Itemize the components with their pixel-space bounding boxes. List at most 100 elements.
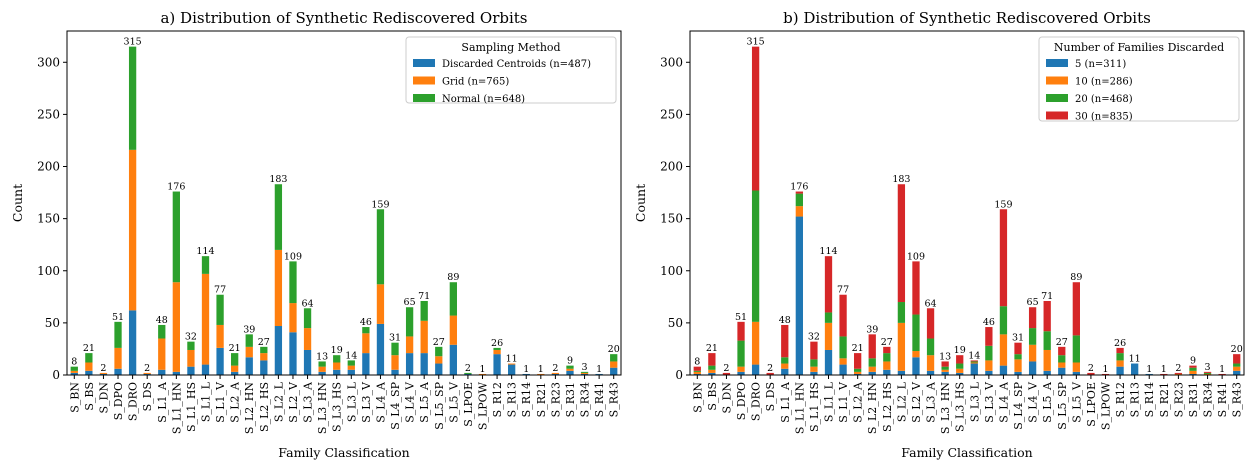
total-label: 3 [582,362,588,373]
bar-S_L1_HN-series-1 [796,206,803,216]
x-tick-label: S_L1_L [823,381,836,422]
bar-S_L3_HS-series-2 [333,355,340,362]
bar-S_L5_V-series-0 [450,345,457,375]
bar-S_L4_V-series-2 [406,307,413,336]
bar-S_L5_V-series-1 [1073,362,1080,371]
bar-S_L3_HS-series-0 [333,370,340,375]
bar-S_L1_V-series-3 [839,295,846,337]
total-label: 27 [1056,337,1068,348]
bar-S_DRO-series-1 [752,322,759,365]
bar-S_L4_V-series-1 [406,336,413,353]
bar-S_L2_A-series-1 [854,372,861,374]
bar-S_L2_L-series-1 [898,323,905,371]
bar-S_R31-series-1 [1189,371,1196,374]
total-label: 31 [1012,333,1024,344]
bar-S_L3_A-series-0 [304,350,311,375]
x-tick-label: S_L4_V [1027,381,1040,423]
bar-S_L2_L-series-2 [898,302,905,323]
x-tick-label: S_L2_V [287,381,300,423]
bar-S_L2_V-series-1 [289,303,296,332]
total-label: 159 [371,199,389,210]
y-tick-label: 50 [668,316,683,330]
bar-S_L3_V-series-1 [985,360,992,370]
bar-S_DPO-series-0 [114,369,121,375]
total-label: 65 [404,297,416,308]
bar-S_L2_HN-series-1 [246,347,253,357]
total-label: 9 [567,356,573,367]
bar-S_L2_HS-series-2 [883,353,890,361]
x-tick-label: S_L3_HN [939,382,952,434]
bar-S_R31-series-0 [566,371,573,375]
bar-S_R43-series-3 [1233,354,1240,363]
bar-S_R34-series-1 [581,373,588,374]
bar-S_L1_L-series-3 [825,256,832,312]
bar-S_L3_V-series-1 [362,333,369,353]
bar-S_L2_HS-series-1 [260,353,267,360]
bar-S_L3_V-series-0 [362,353,369,375]
x-tick-label: S_DPO [112,382,125,420]
bar-S_L4_A-series-0 [1000,366,1007,375]
bar-S_L2_A-series-2 [854,369,861,372]
bar-S_BS-series-2 [85,353,92,362]
x-tick-label: S_L4_A [374,381,387,423]
bar-S_L2_V-series-2 [289,261,296,303]
x-tick-label: S_L4_SP [1012,381,1025,429]
chart-title: a) Distribution of Synthetic Rediscovere… [160,9,527,27]
x-tick-label: S_L3_A [302,381,315,423]
bar-S_L1_V-series-2 [839,336,846,358]
legend-entry: Discarded Centroids (n=487) [442,59,591,70]
total-label: 315 [747,37,765,48]
bar-S_L1_HS-series-3 [810,342,817,360]
x-tick-label: S_L1_HS [808,382,821,432]
x-tick-label: S_R21 [535,382,548,417]
total-label: 1 [479,364,485,375]
bar-S_DRO-series-0 [129,310,136,375]
bar-S_DRO-series-2 [129,47,136,150]
x-tick-label: S_L1_HS [185,382,198,432]
x-tick-label: S_R12 [491,382,504,417]
bar-S_L5_SP-series-1 [435,356,442,363]
bar-S_L5_SP-series-2 [435,347,442,356]
bar-S_L1_HS-series-2 [187,342,194,350]
bar-S_DPO-series-2 [737,341,744,367]
bar-S_R13-series-0 [508,365,515,375]
x-tick-label: S_L2_A [852,381,865,423]
total-label: 114 [196,246,214,257]
total-label: 21 [83,343,95,354]
x-tick-label: S_BN [691,382,704,413]
bar-S_L1_HS-series-0 [187,367,194,375]
total-label: 21 [706,343,718,354]
x-tick-label: S_L5_A [1041,381,1054,423]
total-label: 64 [302,298,314,309]
bar-S_L4_A-series-1 [377,284,384,324]
bar-S_L3_HN-series-2 [941,367,948,370]
total-label: 48 [156,315,168,326]
x-tick-label: S_L4_V [404,381,417,423]
bar-S_L1_HN-series-2 [796,194,803,207]
bar-S_L3_HN-series-1 [318,367,325,372]
total-label: 27 [258,337,270,348]
bar-S_L5_SP-series-1 [1058,362,1065,367]
x-tick-label: S_L1_A [156,381,169,423]
x-tick-label: S_DN [97,382,110,414]
total-label: 1 [1161,364,1167,375]
x-tick-label: S_R14 [520,382,533,417]
total-label: 20 [1231,344,1243,355]
x-tick-label: S_R12 [1114,382,1127,417]
x-tick-label: S_L1_V [837,381,850,423]
bar-S_L5_A-series-0 [1044,371,1051,375]
total-label: 2 [552,363,558,374]
total-label: 89 [447,272,459,283]
x-tick-label: S_R34 [1202,382,1215,417]
bar-S_L1_A-series-1 [158,339,165,370]
y-tick-label: 50 [45,316,60,330]
bar-S_L3_V-series-0 [985,371,992,375]
x-tick-label: S_L2_HS [258,382,271,432]
bar-S_L1_L-series-0 [202,365,209,375]
bar-S_L1_A-series-2 [781,357,788,363]
total-label: 46 [360,317,372,328]
x-tick-label: S_L4_A [997,381,1010,423]
bar-S_R34-series-2 [1204,373,1211,374]
bar-S_L5_A-series-1 [1044,350,1051,371]
total-label: 1 [538,364,544,375]
